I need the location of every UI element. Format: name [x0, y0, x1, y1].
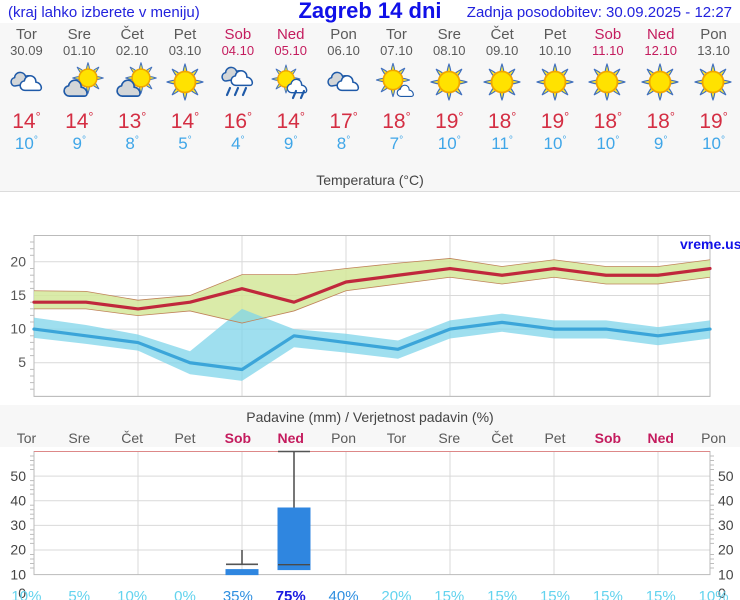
svg-text:30: 30: [718, 517, 734, 533]
svg-text:10: 10: [10, 566, 26, 582]
svg-text:30: 30: [10, 517, 26, 533]
svg-text:vreme.us: vreme.us: [680, 236, 740, 252]
svg-text:20: 20: [718, 542, 734, 558]
svg-text:20: 20: [10, 253, 26, 269]
svg-text:50: 50: [10, 468, 26, 484]
svg-text:10: 10: [10, 321, 26, 337]
svg-text:40: 40: [718, 492, 734, 508]
svg-text:15: 15: [10, 287, 26, 303]
svg-text:40: 40: [10, 492, 26, 508]
svg-text:20: 20: [10, 542, 26, 558]
svg-text:10: 10: [718, 566, 734, 582]
svg-text:50: 50: [718, 468, 734, 484]
svg-text:5: 5: [18, 354, 26, 370]
